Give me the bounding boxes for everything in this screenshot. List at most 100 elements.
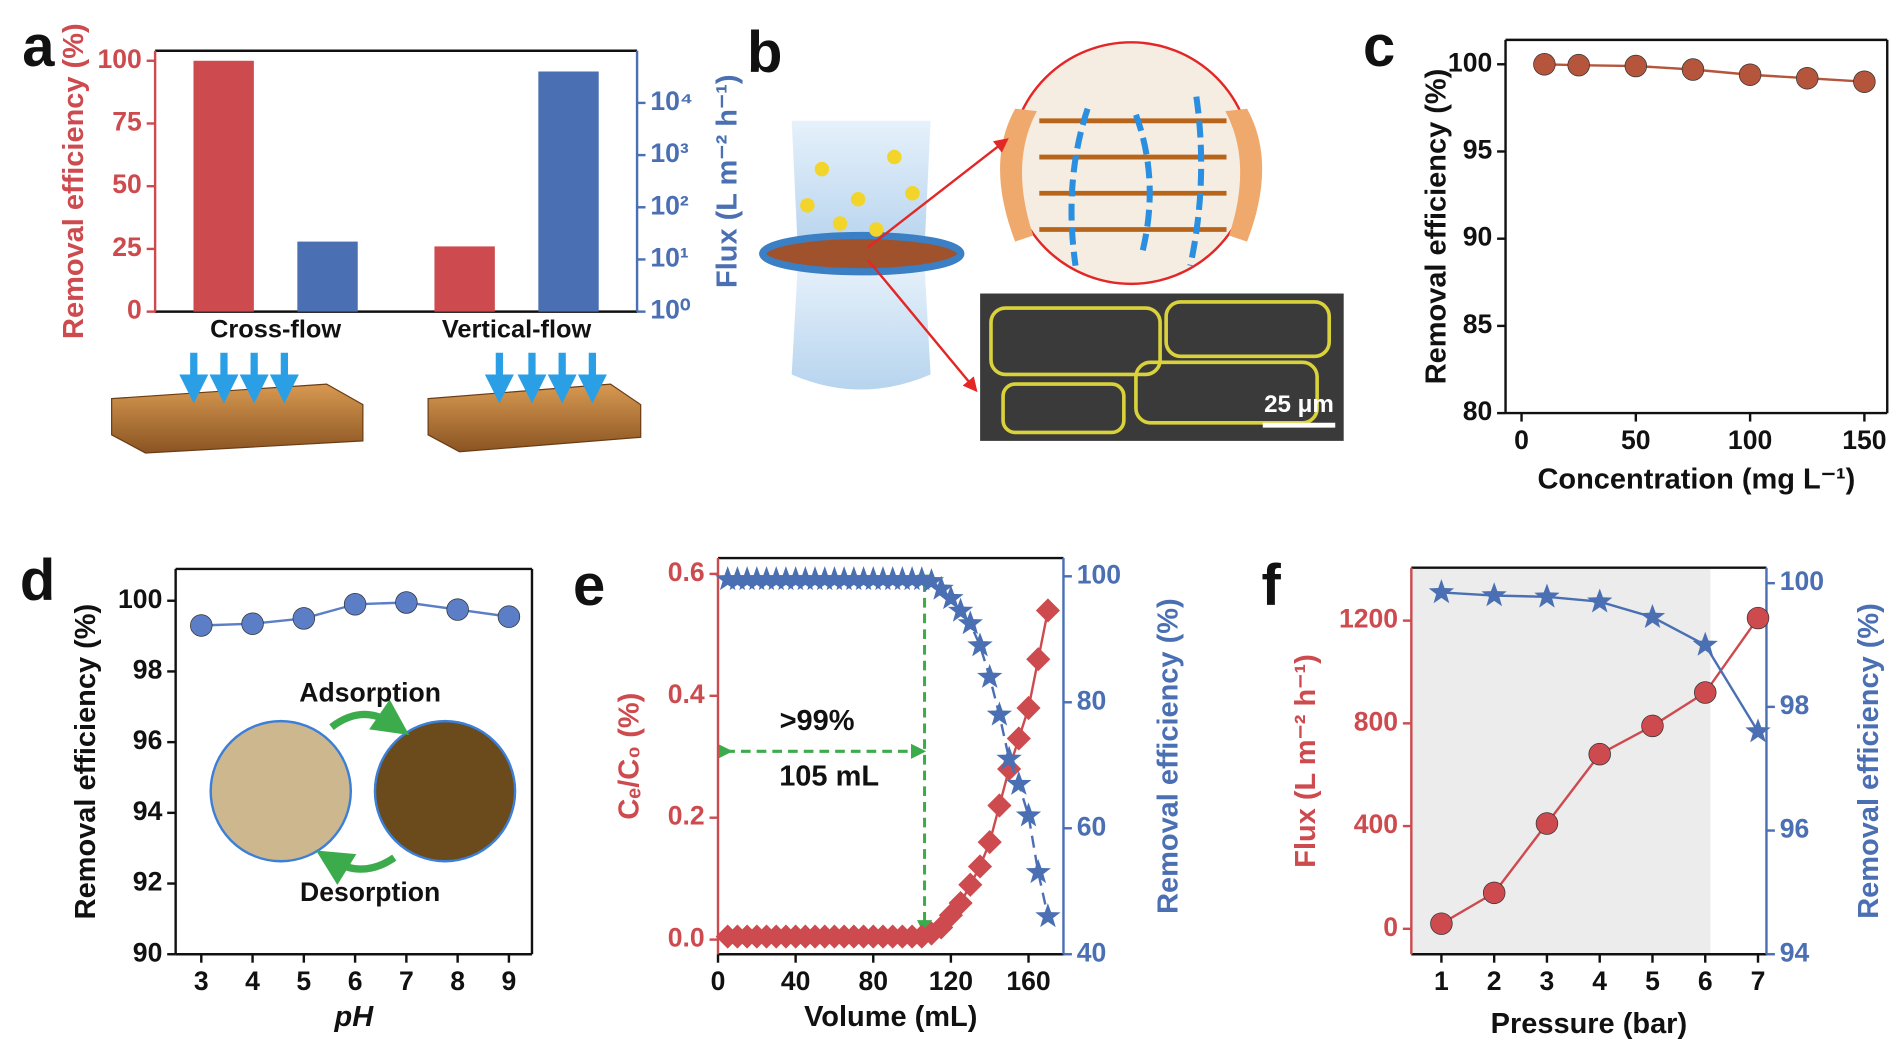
x-tick-label: 0: [1514, 425, 1529, 455]
y2-tick-label: 10⁴: [650, 86, 693, 116]
x-tick-label: 40: [781, 966, 811, 996]
marker: [1483, 882, 1505, 904]
marker: [1854, 71, 1876, 93]
x-tick-label: 8: [450, 966, 465, 996]
panel-label: c: [1363, 15, 1395, 79]
marker: [1568, 54, 1590, 76]
y2-axis-label: Removal efficiency (%): [1853, 603, 1885, 919]
breakthrough-annotation: >99% 105 mL: [725, 582, 924, 927]
panel-label: b: [747, 21, 782, 85]
marker: [1026, 859, 1051, 883]
y-tick-label: 25: [112, 232, 142, 262]
y2-tick-label: 10²: [650, 190, 689, 220]
marker: [498, 606, 520, 628]
x-tick-label: 1: [1434, 966, 1449, 996]
marker: [1642, 715, 1664, 737]
y-tick-label: 92: [133, 867, 163, 897]
y-tick-label: 0: [1383, 912, 1398, 942]
series-line: [728, 579, 1048, 916]
y-tick-label: 0.6: [668, 557, 705, 587]
bar: [538, 71, 598, 311]
y-tick-label: 94: [133, 796, 163, 826]
y2-tick-label: 96: [1780, 814, 1810, 844]
panel-label: e: [573, 554, 605, 618]
x-tick-label: Cross-flow: [210, 316, 341, 344]
x-tick-label: 160: [1006, 966, 1050, 996]
y-tick-label: 90: [133, 937, 163, 967]
x-tick-label: 100: [1728, 425, 1772, 455]
y2-tick-label: 10³: [650, 138, 689, 168]
marker: [242, 613, 264, 635]
y-axis-label: Removal efficiency (%): [1421, 69, 1453, 385]
marker: [977, 664, 1002, 688]
x-tick-label: 50: [1621, 425, 1651, 455]
marker: [1682, 59, 1704, 81]
y-tick-label: 400: [1354, 809, 1398, 839]
shaded-region: [1411, 568, 1710, 955]
y-tick-label: 98: [133, 654, 163, 684]
y2-tick-label: 40: [1077, 937, 1107, 967]
panel-label: f: [1262, 554, 1282, 618]
y-tick-label: 0: [127, 295, 142, 325]
marker: [1625, 55, 1647, 77]
y2-tick-label: 98: [1780, 690, 1810, 720]
x-tick-label: 6: [1698, 966, 1713, 996]
marker: [1589, 743, 1611, 765]
y2-tick-label: 100: [1077, 559, 1121, 589]
annotation: >99%: [780, 705, 855, 737]
x-tick-label: 7: [399, 966, 414, 996]
marker: [1796, 67, 1818, 89]
marker: [1007, 726, 1031, 750]
panel-label: a: [22, 15, 55, 79]
y-tick-label: 90: [1463, 222, 1493, 252]
y2-axis-label: Flux (L m⁻² h⁻¹): [712, 74, 744, 287]
marker: [987, 702, 1012, 726]
y-tick-label: 0.4: [668, 679, 705, 709]
y-tick-label: 50: [112, 169, 142, 199]
x-tick-label: 5: [1645, 966, 1660, 996]
marker: [1036, 598, 1060, 622]
bar: [434, 246, 494, 311]
x-tick-label: 5: [296, 966, 311, 996]
x-tick-label: 3: [194, 966, 209, 996]
marker: [395, 592, 417, 614]
y-axis-label: Removal efficiency (%): [58, 23, 90, 339]
y2-tick-label: 10¹: [650, 242, 689, 272]
marker: [1694, 682, 1716, 704]
marker: [1016, 696, 1040, 720]
y2-tick-label: 10⁰: [650, 295, 691, 325]
y2-tick-label: 80: [1077, 685, 1107, 715]
y2-axis-label: Removal efficiency (%): [1152, 598, 1184, 914]
scale-bar-label: 25 μm: [1264, 391, 1334, 418]
x-axis-label: pH: [334, 1001, 375, 1033]
x-tick-label: 0: [711, 966, 726, 996]
adsorption-illustration: Adsorption Desorption: [211, 678, 515, 907]
x-tick-label: 150: [1842, 425, 1886, 455]
bar: [297, 242, 357, 312]
x-tick-label: 7: [1751, 966, 1766, 996]
marker: [190, 615, 212, 637]
y-tick-label: 0.0: [668, 923, 705, 953]
marker: [1431, 913, 1453, 935]
y-tick-label: 100: [1448, 47, 1492, 77]
y2-tick-label: 60: [1077, 811, 1107, 841]
filtration-schematic: 25 μm: [763, 42, 1344, 441]
y-tick-label: 1200: [1339, 604, 1398, 634]
x-axis-label: Concentration (mg L⁻¹): [1537, 463, 1855, 495]
x-axis-label: Pressure (bar): [1491, 1008, 1687, 1040]
x-tick-label: 2: [1487, 966, 1502, 996]
membrane-illustrations: [112, 353, 641, 453]
marker: [967, 632, 992, 656]
x-tick-label: 6: [348, 966, 363, 996]
x-tick-label: 3: [1540, 966, 1555, 996]
annotation: Adsorption: [299, 678, 441, 708]
x-axis-label: Volume (mL): [804, 1001, 977, 1033]
y-tick-label: 95: [1463, 134, 1493, 164]
page: 25 μm Adsorption Desorption >99% 105 mL …: [0, 0, 1895, 1040]
marker: [293, 608, 315, 630]
series-line: [728, 610, 1048, 936]
x-tick-label: 80: [858, 966, 888, 996]
bar: [193, 61, 253, 312]
y-tick-label: 0.2: [668, 801, 705, 831]
y-axis-label: Cₑ/C₀ (%): [614, 693, 646, 820]
